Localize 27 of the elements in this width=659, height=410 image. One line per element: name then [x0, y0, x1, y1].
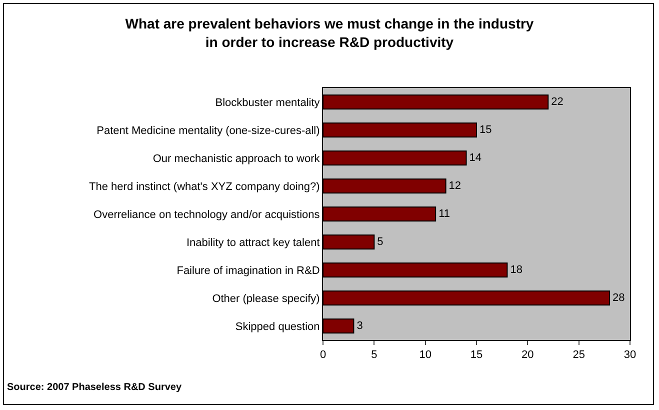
x-tick-label: 25 — [572, 349, 585, 362]
x-tick-label: 10 — [419, 349, 432, 362]
y-tick-label: Overreliance on technology and/or acquistions — [94, 208, 320, 221]
data-label: 22 — [551, 96, 564, 108]
y-tick-label: Blockbuster mentality — [215, 96, 320, 109]
y-tick-label: Failure of imagination in R&D — [176, 264, 320, 277]
x-tick-label: 15 — [470, 349, 483, 362]
data-label: 18 — [510, 264, 522, 276]
x-tick-label: 30 — [624, 349, 636, 362]
data-label: 12 — [448, 180, 462, 192]
y-tick-label: Other (please specify) — [212, 292, 320, 305]
x-tick-label: 0 — [320, 349, 326, 362]
data-label: 11 — [438, 208, 450, 220]
y-tick-label: Skipped question — [235, 320, 320, 333]
data-label: 14 — [469, 152, 482, 164]
y-tick-label: Our mechanistic approach to work — [152, 152, 320, 165]
y-tick-label: Patent Medicine mentality (one-size-cures-all) — [96, 124, 320, 137]
y-tick-label: The herd instinct (what's XYZ company doing?) — [89, 180, 320, 193]
y-tick-label: Inability to attract key talent — [186, 236, 320, 249]
source-note: Source: 2007 Phaseless R&D Survey — [7, 382, 182, 393]
data-label: 5 — [377, 236, 384, 248]
data-label: 3 — [356, 320, 363, 332]
data-label: 15 — [480, 124, 492, 136]
data-label: 28 — [612, 292, 625, 304]
x-tick-label: 5 — [371, 349, 378, 362]
x-tick-label: 20 — [522, 349, 534, 362]
chart-title: What are prevalent behaviors we must change in the industry in order to increase R&D productivity — [125, 16, 534, 50]
